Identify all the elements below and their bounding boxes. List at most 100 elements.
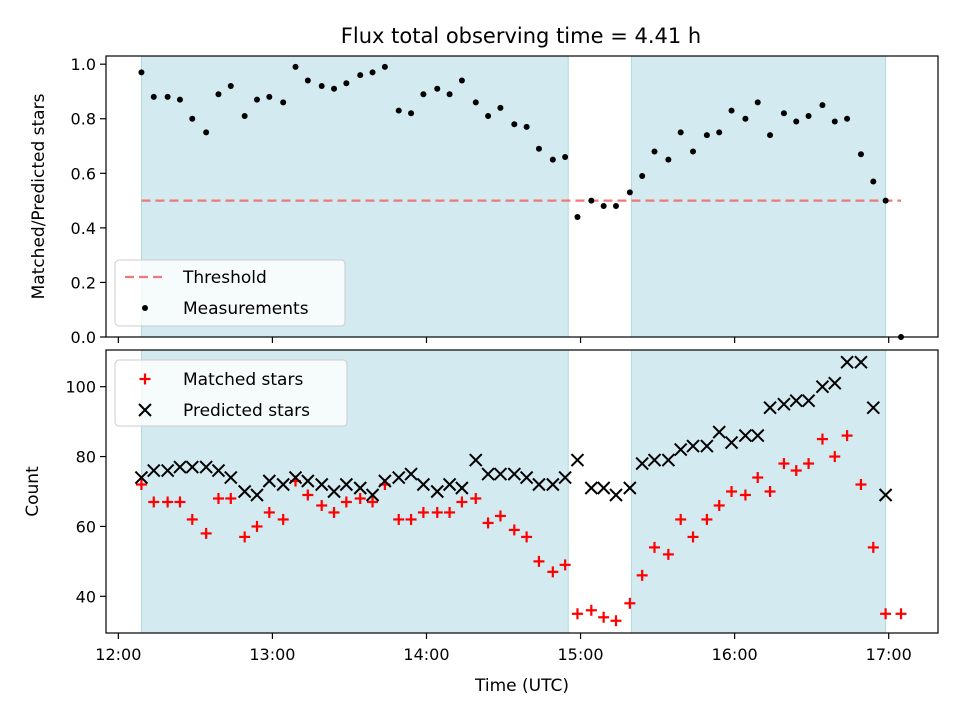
cross-stroke — [840, 355, 854, 369]
matched-star-point — [649, 541, 661, 553]
cross-stroke — [199, 460, 213, 474]
predicted-star-point — [558, 470, 572, 485]
cross-stroke — [623, 481, 637, 495]
matched-star-point — [559, 559, 571, 571]
shaded-interval — [630, 55, 887, 338]
legend-predicted-label: Predicted stars — [183, 401, 310, 421]
matched-star-point — [263, 506, 275, 518]
predicted-star-point — [532, 477, 546, 492]
predicted-star-point — [481, 467, 495, 481]
matched-star-point — [405, 513, 417, 525]
cross-stroke — [138, 403, 152, 417]
measurement-point — [728, 107, 735, 114]
legend-measurements-label: Measurements — [183, 299, 309, 319]
matched-star-point — [895, 608, 907, 620]
matched-star-point — [829, 451, 841, 463]
cross-stroke — [570, 453, 585, 467]
matched-star-point — [316, 499, 328, 511]
predicted-star-point — [596, 481, 611, 495]
x-tick-label: 12:00 — [95, 645, 141, 664]
cross-stroke — [455, 481, 469, 495]
measurement-point — [420, 91, 427, 98]
bottom-y-axis-label: Count — [23, 466, 43, 517]
matched-star-point — [624, 597, 636, 609]
predicted-star-point — [724, 435, 739, 450]
cross-stroke — [211, 463, 226, 478]
cross-stroke — [801, 393, 816, 408]
matched-star-point — [778, 458, 790, 470]
measurement-point — [318, 83, 325, 90]
measurement-point — [381, 63, 388, 70]
predicted-star-point — [327, 484, 341, 499]
predicted-star-point — [378, 474, 392, 488]
matched-star-point — [739, 489, 751, 501]
matched-star-point — [470, 492, 482, 504]
predicted-star-point — [173, 460, 187, 474]
cross-stroke — [493, 467, 508, 481]
cross-stroke — [854, 355, 868, 369]
cross-stroke — [339, 477, 354, 492]
matched-star-point — [764, 486, 776, 497]
predicted-star-point — [237, 484, 252, 499]
matched-star-point — [174, 496, 186, 508]
predicted-star-point — [493, 467, 508, 481]
cross-stroke — [763, 400, 777, 415]
matched-star-point — [521, 531, 533, 543]
y-tick-label: 0.2 — [71, 273, 96, 292]
cross-stroke — [430, 484, 444, 499]
predicted-star-point — [365, 488, 380, 502]
cross-stroke — [738, 428, 753, 443]
x-tick-label: 16:00 — [712, 645, 758, 664]
cross-stroke — [558, 470, 572, 485]
predicted-star-point — [738, 428, 753, 443]
y-tick-label: 100 — [65, 378, 96, 397]
predicted-star-point — [789, 393, 803, 408]
predicted-star-point — [712, 425, 726, 439]
predicted-star-point — [840, 355, 854, 369]
matched-star-point — [855, 479, 867, 491]
measurement-point — [497, 104, 504, 111]
cross-stroke — [686, 439, 700, 453]
measurement-point — [485, 113, 492, 120]
matched-star-point — [880, 608, 892, 620]
measurement-point — [343, 80, 350, 87]
matched-star-point — [662, 548, 674, 560]
matched-star-points — [135, 430, 907, 627]
cross-stroke — [404, 467, 418, 481]
legend-predicted-swatch — [138, 403, 152, 417]
cross-stroke — [442, 477, 457, 492]
measurement-point — [241, 113, 248, 120]
cross-stroke — [609, 488, 623, 502]
cross-stroke — [815, 379, 830, 394]
x-tick-label: 13:00 — [249, 645, 295, 664]
measurement-point — [535, 145, 542, 152]
predicted-star-point — [404, 467, 418, 481]
measurement-point — [677, 129, 684, 136]
matched-star-point — [186, 513, 198, 525]
cross-stroke — [378, 474, 392, 488]
cross-stroke — [751, 428, 765, 443]
matched-star-point — [417, 506, 429, 518]
cross-stroke — [416, 477, 431, 492]
predicted-star-point — [314, 477, 329, 492]
matched-star-point — [675, 513, 687, 525]
predicted-star-point — [661, 453, 676, 467]
cross-stroke — [700, 439, 714, 453]
bottom-y-ticks: 40 60 80 100 — [65, 378, 106, 606]
matched-star-point — [354, 492, 366, 504]
predicted-star-point — [147, 463, 161, 478]
measurement-point — [639, 173, 646, 180]
matched-star-point — [803, 458, 815, 470]
y-tick-label: 80 — [76, 448, 96, 467]
matched-star-point — [148, 496, 160, 508]
cross-stroke — [327, 484, 341, 499]
predicted-star-point — [392, 470, 406, 485]
measurement-point — [805, 113, 812, 120]
matched-star-point — [547, 566, 559, 578]
bottom-axes-frame — [105, 349, 939, 634]
predicted-star-point — [288, 470, 303, 485]
cross-stroke — [712, 425, 726, 439]
predicted-star-point — [686, 439, 700, 453]
measurement-point — [870, 178, 877, 185]
cross-stroke — [224, 470, 238, 485]
